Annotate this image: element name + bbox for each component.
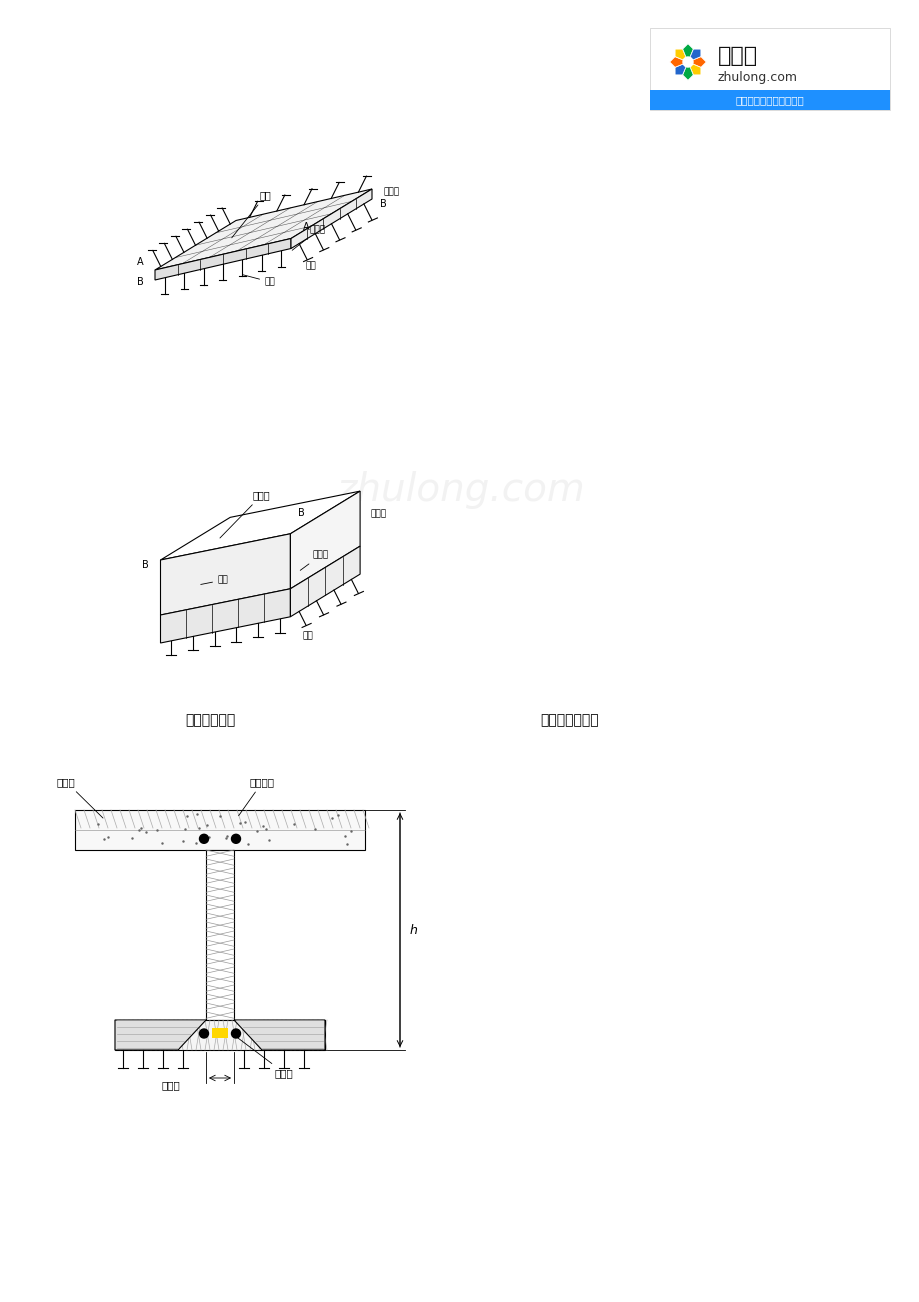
Polygon shape <box>154 189 371 270</box>
Polygon shape <box>115 1019 206 1049</box>
Polygon shape <box>290 189 371 249</box>
Text: B: B <box>142 560 149 570</box>
Circle shape <box>199 835 209 844</box>
Text: h: h <box>410 923 417 936</box>
Text: 密肋梁: 密肋梁 <box>57 777 103 818</box>
Text: 建筑资料下载就在筑龙网: 建筑资料下载就在筑龙网 <box>735 95 803 105</box>
Circle shape <box>199 1029 209 1038</box>
Bar <box>211 1027 228 1038</box>
Text: 密肋梁筋: 密肋梁筋 <box>238 777 275 816</box>
Text: 组合板示意图: 组合板示意图 <box>185 713 235 727</box>
Text: 叠合筋: 叠合筋 <box>292 225 325 250</box>
Text: 顶模板: 顶模板 <box>220 490 270 538</box>
Text: 受力筋: 受力筋 <box>369 509 386 518</box>
Polygon shape <box>233 1019 324 1049</box>
Bar <box>650 90 889 109</box>
Text: 组合模具示意图: 组合模具示意图 <box>540 713 598 727</box>
Polygon shape <box>682 62 693 81</box>
Circle shape <box>232 835 240 844</box>
Polygon shape <box>290 546 359 617</box>
Polygon shape <box>160 589 290 643</box>
Text: A: A <box>302 223 310 233</box>
Bar <box>206 850 233 1019</box>
Polygon shape <box>160 491 359 560</box>
Text: 肋楞: 肋楞 <box>243 275 276 286</box>
Text: A: A <box>137 256 143 267</box>
Polygon shape <box>669 57 687 68</box>
Circle shape <box>232 1029 240 1038</box>
Polygon shape <box>290 491 359 589</box>
Polygon shape <box>687 49 700 62</box>
Text: B: B <box>298 508 305 518</box>
Polygon shape <box>687 62 700 76</box>
Text: 侧壁: 侧壁 <box>200 575 229 585</box>
Circle shape <box>682 57 692 66</box>
Polygon shape <box>675 62 687 76</box>
Polygon shape <box>154 238 290 280</box>
Text: zhulong.com: zhulong.com <box>335 471 584 509</box>
Text: 受力筋: 受力筋 <box>383 187 400 197</box>
Text: 组合筋: 组合筋 <box>232 1034 293 1078</box>
Text: 底板: 底板 <box>302 631 312 641</box>
Bar <box>115 1019 324 1049</box>
Bar <box>75 810 365 850</box>
Text: 顶板: 顶板 <box>232 190 271 238</box>
Text: 叠方筋: 叠方筋 <box>300 551 329 570</box>
Text: B: B <box>137 277 143 286</box>
Text: 肋梁宽: 肋梁宽 <box>162 1079 180 1090</box>
Bar <box>650 29 889 109</box>
Polygon shape <box>682 44 693 62</box>
Polygon shape <box>675 49 687 62</box>
Polygon shape <box>160 534 290 615</box>
Text: B: B <box>380 199 386 210</box>
Text: 築龍網: 築龍網 <box>717 46 757 66</box>
Text: zhulong.com: zhulong.com <box>717 72 797 85</box>
Text: 底板: 底板 <box>306 262 316 271</box>
Polygon shape <box>687 57 706 68</box>
